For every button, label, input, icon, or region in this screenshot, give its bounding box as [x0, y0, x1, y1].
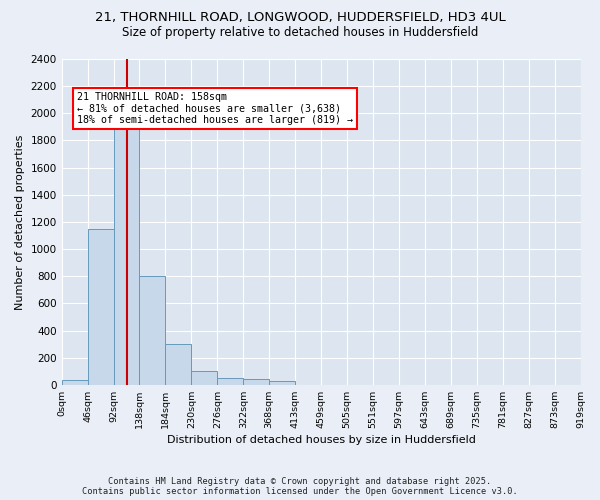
- Bar: [139, 276, 166, 385]
- Text: 21 THORNHILL ROAD: 158sqm
← 81% of detached houses are smaller (3,638)
18% of se: 21 THORNHILL ROAD: 158sqm ← 81% of detac…: [77, 92, 353, 125]
- Text: 21, THORNHILL ROAD, LONGWOOD, HUDDERSFIELD, HD3 4UL: 21, THORNHILL ROAD, LONGWOOD, HUDDERSFIE…: [95, 12, 505, 24]
- Text: Contains HM Land Registry data © Crown copyright and database right 2025.
Contai: Contains HM Land Registry data © Crown c…: [82, 476, 518, 496]
- Bar: [191, 370, 217, 385]
- Text: Size of property relative to detached houses in Huddersfield: Size of property relative to detached ho…: [122, 26, 478, 39]
- Bar: [166, 344, 191, 385]
- X-axis label: Distribution of detached houses by size in Huddersfield: Distribution of detached houses by size …: [167, 435, 476, 445]
- Bar: [269, 382, 295, 385]
- Bar: [217, 378, 243, 385]
- Y-axis label: Number of detached properties: Number of detached properties: [15, 134, 25, 310]
- Bar: [62, 380, 88, 385]
- Bar: [243, 380, 269, 385]
- Bar: [113, 110, 139, 385]
- Bar: [88, 228, 113, 385]
